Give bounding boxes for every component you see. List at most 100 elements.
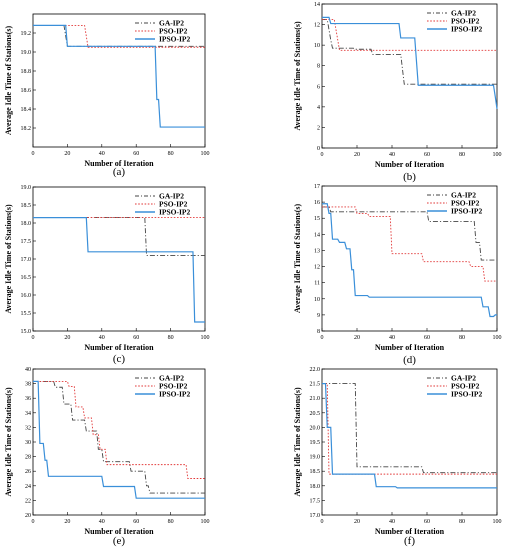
legend-label: PSO-IP2: [159, 200, 188, 209]
y-axis-label: Average Idle Time of Stations(s): [4, 26, 13, 136]
x-tick-label: 60: [424, 152, 430, 158]
panel-e: 0 20 40 60 80 1002022242628303234363840Number…: [4, 367, 210, 547]
y-tick-label: 17: [314, 184, 320, 190]
y-tick-label: 16.5: [21, 275, 32, 281]
series-line-pso-ip2: [322, 18, 497, 51]
legend-label: IPSO-IP2: [159, 35, 191, 44]
legend-label: IPSO-IP2: [451, 25, 483, 34]
panel-d: 0 20 40 60 80 100 8 9 10 11 12 13 14 15 16 17 Number of …: [293, 184, 502, 366]
y-tick-label: 17.5: [21, 239, 32, 245]
x-tick-label: 40: [389, 335, 395, 341]
y-tick-label: 8: [317, 329, 320, 335]
x-axis-label: Number of Iteration: [375, 343, 445, 352]
series-line-ipso-ip2: [322, 383, 497, 489]
legend-label: GA-IP2: [159, 19, 184, 28]
series-line-ga-ip2: [33, 380, 205, 494]
y-axis-label: Average Idle Time of Stations(s): [293, 21, 302, 131]
series-line-ipso-ip2: [33, 24, 205, 128]
x-tick-label: 100: [493, 519, 502, 525]
x-axis-label: Number of Iteration: [375, 160, 445, 169]
panel-caption: (c): [113, 353, 126, 365]
x-tick-label: 20: [354, 519, 360, 525]
y-tick-label: 19.2: [21, 31, 32, 37]
y-tick-label: 18.2: [21, 126, 32, 132]
legend-label: GA-IP2: [159, 192, 184, 201]
y-tick-label: 14: [314, 2, 320, 8]
y-tick-label: 18.6: [21, 88, 32, 94]
x-tick-label: 20: [64, 151, 70, 157]
legend-label: PSO-IP2: [159, 382, 188, 391]
panel-b: 0 20 40 60 80 100 0 2 4 6 8 10 12 14 Number of Iterati…: [293, 2, 502, 183]
x-tick-label: 0: [321, 335, 324, 341]
y-tick-label: 4: [317, 105, 320, 111]
x-tick-label: 80: [168, 519, 174, 525]
legend-label: IPSO-IP2: [451, 207, 483, 216]
panel-caption: (e): [113, 535, 126, 547]
y-tick-label: 2: [317, 125, 320, 131]
x-tick-label: 0: [32, 151, 35, 157]
series-line-ga-ip2: [322, 383, 497, 474]
series-line-pso-ip2: [33, 380, 205, 479]
legend-label: IPSO-IP2: [159, 390, 191, 399]
x-tick-label: 100: [493, 152, 502, 158]
series-line-ipso-ip2: [322, 203, 497, 318]
y-tick-label: 38: [25, 382, 31, 388]
x-axis-label: Number of Iteration: [84, 343, 154, 352]
x-tick-label: 20: [354, 152, 360, 158]
x-tick-label: 80: [459, 519, 465, 525]
y-tick-label: 34: [25, 411, 31, 417]
y-tick-label: 20.5: [310, 411, 321, 417]
panel-c: 0 20 40 60 80 100 15.0 15.5 16.0 16.5 17.0 17.5 18.0…: [4, 185, 210, 365]
y-tick-label: 6: [317, 84, 320, 90]
x-tick-label: 0: [32, 335, 35, 341]
y-tick-label: 19.0: [310, 455, 321, 461]
x-tick-label: 0: [32, 519, 35, 525]
y-tick-label: 40: [25, 367, 31, 373]
plot-frame: [321, 185, 498, 332]
y-tick-label: 19.0: [21, 185, 32, 191]
y-tick-label: 20.0: [310, 425, 321, 431]
y-tick-label: 17.0: [21, 257, 32, 263]
y-tick-label: 18.0: [21, 221, 32, 227]
x-tick-label: 20: [64, 335, 70, 341]
legend-label: GA-IP2: [451, 9, 476, 18]
series-line-ipso-ip2: [322, 16, 498, 109]
y-tick-label: 19.0: [21, 50, 32, 56]
y-axis-label: Average Idle Time of Stations(s): [293, 387, 302, 497]
x-tick-label: 20: [64, 519, 70, 525]
y-tick-label: 15.5: [21, 311, 32, 317]
y-tick-label: 18.4: [21, 107, 32, 113]
x-tick-label: 0: [321, 152, 324, 158]
panel-caption: (d): [403, 354, 416, 366]
y-tick-label: 12: [314, 265, 320, 271]
y-tick-label: 16: [314, 200, 320, 206]
y-tick-label: 15.0: [21, 329, 32, 335]
y-tick-label: 18.8: [21, 69, 32, 75]
x-tick-label: 80: [459, 335, 465, 341]
panel-caption: (f): [404, 535, 415, 547]
y-tick-label: 16.0: [21, 293, 32, 299]
panel-caption: (a): [113, 166, 126, 178]
y-tick-label: 22: [25, 498, 31, 504]
x-tick-label: 20: [354, 335, 360, 341]
x-axis-label: Number of Iteration: [84, 527, 154, 536]
x-tick-label: 80: [168, 151, 174, 157]
y-tick-label: 22.0: [310, 367, 321, 373]
y-axis-label: Average Idle Time of Stations(s): [4, 387, 13, 497]
y-tick-label: 11: [314, 281, 320, 287]
y-tick-label: 13: [314, 248, 320, 254]
y-tick-label: 28: [25, 455, 31, 461]
y-tick-label: 32: [25, 425, 31, 431]
x-tick-label: 60: [424, 519, 430, 525]
plot-frame: [321, 3, 498, 149]
x-tick-label: 0: [321, 519, 324, 525]
x-tick-label: 60: [133, 519, 139, 525]
plot-frame: [32, 13, 206, 148]
x-tick-label: 60: [424, 335, 430, 341]
x-tick-label: 100: [201, 519, 210, 525]
legend-label: PSO-IP2: [451, 199, 480, 208]
x-tick-label: 100: [493, 335, 502, 341]
y-tick-label: 18.5: [21, 203, 32, 209]
y-tick-label: 17.5: [310, 498, 321, 504]
